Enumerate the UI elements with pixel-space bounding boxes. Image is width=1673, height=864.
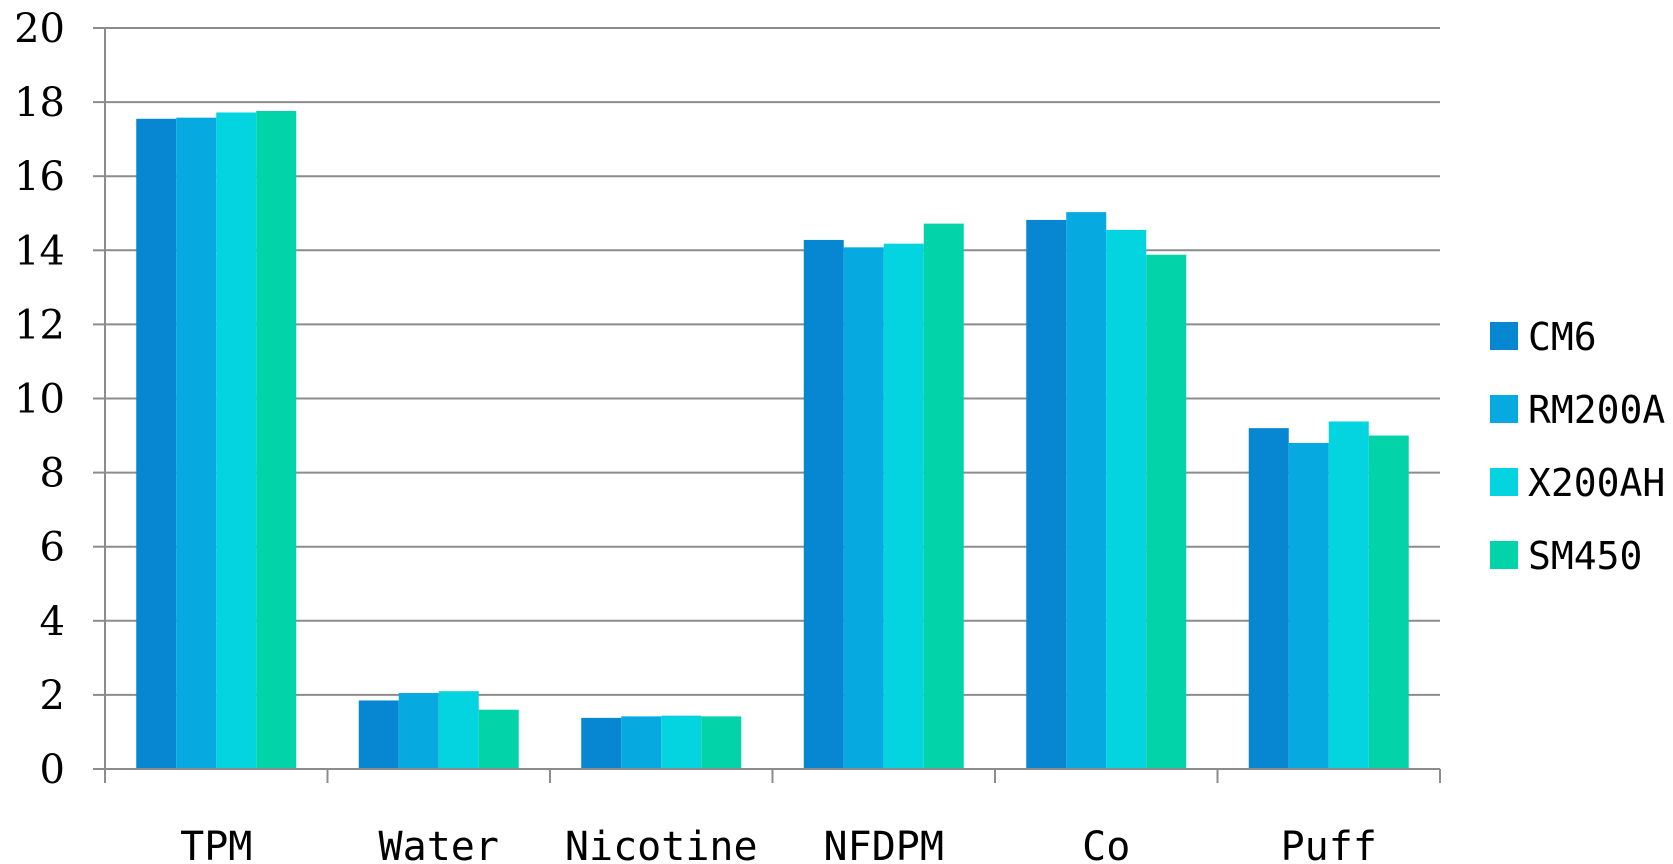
legend-label: X200AH (1528, 461, 1665, 505)
y-tick-label: 10 (14, 377, 65, 423)
legend: CM6 RM200A X200AH SM450 (1490, 315, 1665, 578)
bar-X200AH-NFDPM (883, 243, 924, 770)
bar-SM450-TPM (256, 110, 297, 769)
legend-label: CM6 (1528, 315, 1597, 359)
y-tick-label: 8 (40, 451, 65, 497)
axes (93, 27, 1441, 783)
bar-X200AH-Water (438, 691, 479, 769)
bar-CM6-Nicotine (581, 717, 622, 769)
bar-SM450-NFDPM (923, 223, 964, 769)
bar-RM200A-Water (398, 693, 439, 769)
legend-swatch (1490, 395, 1518, 423)
y-tick-label: 12 (14, 302, 65, 348)
bar-RM200A-NFDPM (843, 247, 884, 769)
y-tick-label: 18 (14, 80, 65, 126)
bar-SM450-Co (1146, 254, 1187, 770)
bar-RM200A-TPM (176, 117, 217, 769)
legend-swatch (1490, 322, 1518, 350)
bar-RM200A-Puff (1288, 442, 1329, 769)
bar-SM450-Puff (1368, 435, 1409, 769)
y-tick-label: 0 (40, 747, 65, 793)
x-category-labels: TPM Water Nicotine NFDPM Co Puff (180, 824, 1377, 864)
bar-SM450-Water (478, 709, 519, 769)
bar-CM6-Puff (1248, 428, 1289, 769)
y-tick-label: 6 (40, 525, 65, 571)
legend-label: RM200A (1528, 388, 1665, 432)
bar-RM200A-Nicotine (621, 716, 662, 769)
y-tick-label: 20 (14, 6, 65, 52)
y-tick-label: 16 (14, 154, 65, 200)
bar-X200AH-TPM (216, 112, 257, 769)
y-tick-label: 2 (40, 673, 65, 719)
bar-SM450-Nicotine (701, 716, 742, 769)
x-category-label: Puff (1281, 824, 1377, 864)
legend-swatch (1490, 468, 1518, 496)
bar-X200AH-Co (1106, 229, 1147, 770)
bar-CM6-TPM (136, 118, 177, 769)
legend-label: SM450 (1528, 534, 1642, 578)
bar-RM200A-Co (1066, 212, 1107, 770)
bar-CM6-NFDPM (803, 239, 844, 769)
legend-swatch (1490, 541, 1518, 569)
y-tick-label: 4 (40, 599, 65, 645)
x-category-label: Nicotine (565, 824, 758, 864)
bars (136, 110, 1409, 770)
x-category-label: Water (379, 824, 499, 864)
y-tick-labels: 0 2 4 6 8 10 12 14 16 18 20 (14, 6, 65, 793)
y-tick-label: 14 (14, 228, 65, 274)
bar-X200AH-Puff (1328, 421, 1369, 769)
bar-CM6-Co (1026, 219, 1067, 769)
bar-X200AH-Nicotine (661, 715, 702, 769)
x-category-label: TPM (180, 824, 252, 864)
bar-CM6-Water (358, 700, 399, 769)
gridlines (105, 27, 1440, 696)
x-category-label: NFDPM (824, 824, 944, 864)
x-category-label: Co (1082, 824, 1130, 864)
